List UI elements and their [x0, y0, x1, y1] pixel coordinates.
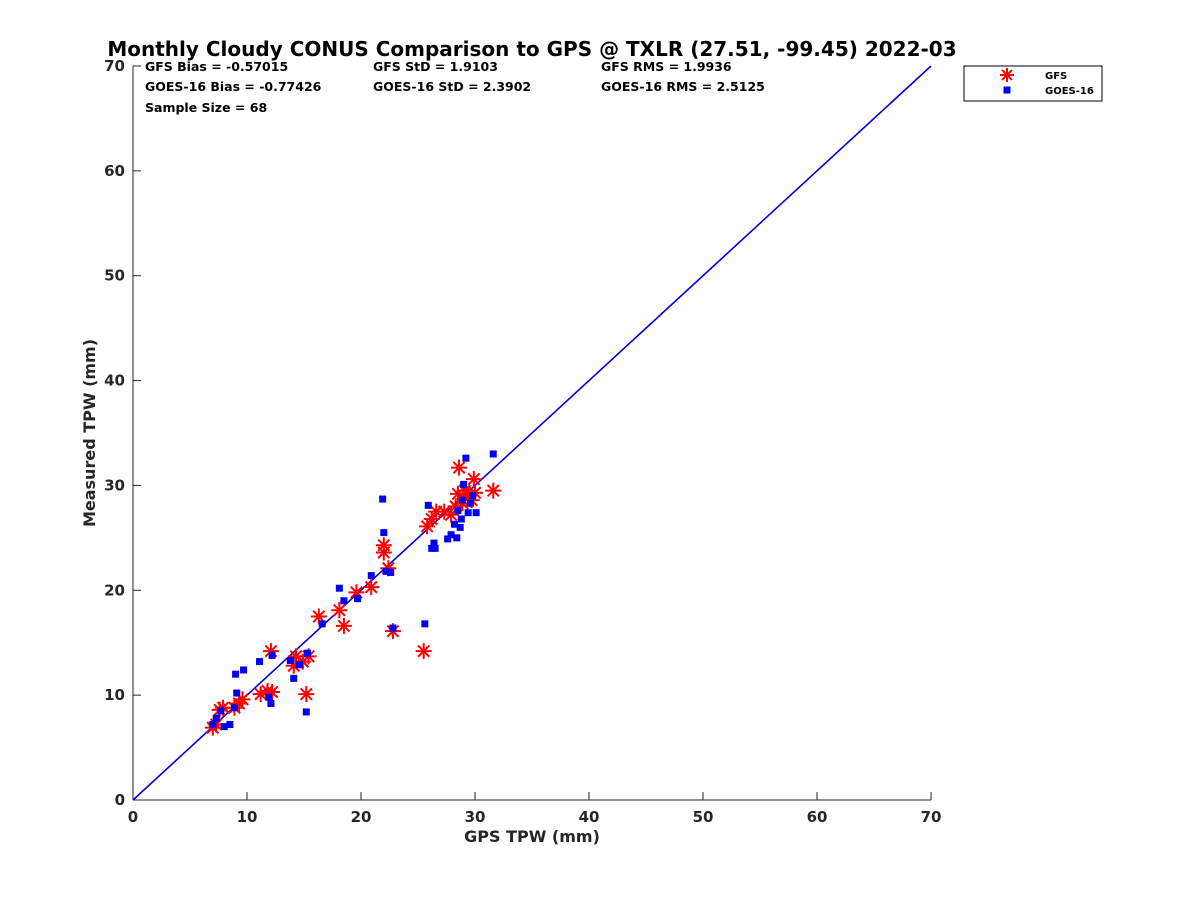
- goes16-point: [472, 509, 480, 517]
- goes16-point: [389, 624, 397, 632]
- ticks-group: 0 10 20 30 40 50 60 70 0 10 20 30 40 50 60 70: [104, 57, 941, 826]
- goes16-point: [450, 520, 458, 528]
- legend-gfs-asterisk: [1000, 68, 1014, 82]
- gfs-point: [298, 686, 315, 703]
- goes16-point: [226, 721, 234, 729]
- gfs-point: [331, 602, 348, 619]
- x-tick-label: 60: [807, 808, 828, 826]
- y-tick-label: 10: [104, 686, 125, 704]
- stats-block: GFS Bias = -0.57015 GOES-16 Bias = -0.77…: [145, 59, 765, 115]
- goes16-point: [340, 597, 348, 605]
- goes16-point: [335, 584, 343, 592]
- y-tick-label: 20: [104, 581, 125, 599]
- goes16-point: [489, 450, 497, 458]
- y-tick-label: 0: [115, 791, 125, 809]
- goes16-point: [456, 523, 464, 531]
- goes16-point: [220, 723, 228, 731]
- goes16-point: [424, 501, 432, 509]
- goes16-point: [302, 708, 310, 716]
- goes16-point: [367, 572, 375, 580]
- y-tick-label: 70: [104, 57, 125, 75]
- goes16-point: [256, 658, 264, 666]
- goes16-point: [379, 495, 387, 503]
- goes16-point: [295, 661, 303, 669]
- reference-line-group: [132, 65, 932, 801]
- goes16-point: [466, 499, 474, 507]
- goes-bias-text: GOES-16 Bias = -0.77426: [145, 79, 322, 94]
- goes16-point: [462, 454, 470, 462]
- goes16-point: [387, 568, 395, 576]
- goes16-point: [286, 657, 294, 665]
- goes16-point: [464, 509, 472, 517]
- x-axis-label: GPS TPW (mm): [464, 827, 600, 846]
- goes16-point: [469, 492, 477, 500]
- goes16-point: [233, 689, 241, 697]
- goes16-point: [458, 496, 466, 504]
- y-tick-label: 60: [104, 162, 125, 180]
- axes-group: [132, 66, 931, 801]
- gfs-point: [363, 579, 380, 596]
- goes16-point: [430, 539, 438, 547]
- y-tick-label: 50: [104, 267, 125, 285]
- legend-goes-marker: [1003, 86, 1011, 94]
- goes16-point: [444, 535, 452, 543]
- goes16-point: [447, 531, 455, 539]
- goes16-point: [212, 714, 220, 722]
- goes16-point: [209, 721, 217, 729]
- x-tick-label: 40: [579, 808, 600, 826]
- points-group: [204, 450, 502, 736]
- goes16-point: [232, 670, 240, 678]
- legend-goes-square: [1003, 86, 1011, 94]
- goes16-point: [318, 620, 326, 628]
- x-tick-label: 10: [237, 808, 258, 826]
- x-tick-label: 30: [465, 808, 486, 826]
- goes-rms-text: GOES-16 RMS = 2.5125: [601, 79, 765, 94]
- goes16-point: [380, 529, 388, 537]
- goes16-point: [454, 507, 462, 515]
- gfs-point: [451, 459, 468, 476]
- goes16-point: [421, 620, 429, 628]
- legend: GFS GOES-16: [963, 65, 1103, 102]
- goes16-point: [240, 666, 248, 674]
- goes16-point: [230, 704, 238, 712]
- goes16-point: [267, 700, 275, 708]
- goes16-point: [265, 693, 273, 701]
- gfs-point: [234, 691, 251, 708]
- gfs-bias-text: GFS Bias = -0.57015: [145, 59, 288, 74]
- y-tick-label: 40: [104, 372, 125, 390]
- goes16-point: [217, 707, 225, 715]
- legend-gfs-marker: [1000, 68, 1014, 82]
- gfs-point: [415, 643, 432, 660]
- legend-goes-label: GOES-16: [1045, 86, 1094, 97]
- gfs-std-text: GFS StD = 1.9103: [373, 59, 498, 74]
- y-tick-label: 30: [104, 476, 125, 494]
- x-tick-label: 50: [693, 808, 714, 826]
- x-tick-label: 0: [128, 808, 138, 826]
- y-axis-label: Measured TPW (mm): [80, 339, 99, 527]
- goes16-point: [460, 480, 468, 488]
- goes16-point: [453, 534, 461, 542]
- x-tick-label: 70: [921, 808, 942, 826]
- goes16-point: [303, 649, 311, 657]
- goes16-point: [457, 515, 465, 523]
- one-to-one-line: [132, 65, 932, 801]
- gfs-point: [465, 471, 482, 488]
- gfs-point: [375, 544, 392, 561]
- goes-std-text: GOES-16 StD = 2.3902: [373, 79, 531, 94]
- goes16-point: [290, 674, 298, 682]
- gfs-point: [335, 617, 352, 634]
- legend-gfs-label: GFS: [1045, 71, 1067, 82]
- goes16-point: [354, 595, 362, 603]
- legend-box: [963, 65, 1103, 102]
- gfs-point: [485, 482, 502, 499]
- x-tick-label: 20: [351, 808, 372, 826]
- goes16-point: [382, 567, 390, 575]
- gfs-rms-text: GFS RMS = 1.9936: [601, 59, 732, 74]
- goes16-point: [431, 544, 439, 552]
- goes16-point: [268, 651, 276, 659]
- sample-size-text: Sample Size = 68: [145, 100, 267, 115]
- chart-title: Monthly Cloudy CONUS Comparison to GPS @…: [107, 37, 956, 61]
